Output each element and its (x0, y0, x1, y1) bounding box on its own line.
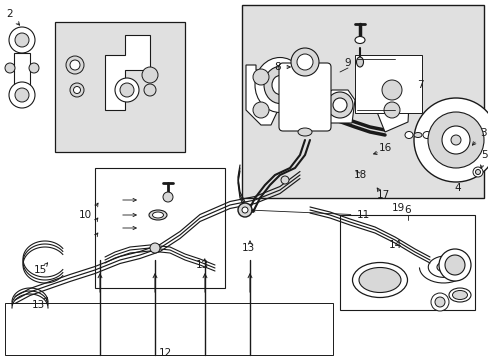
Text: 13: 13 (31, 300, 44, 310)
Bar (339, 215, 474, 310)
Ellipse shape (290, 86, 318, 118)
Ellipse shape (451, 291, 467, 300)
Text: 3: 3 (471, 128, 486, 145)
Circle shape (413, 98, 488, 182)
Circle shape (242, 207, 247, 213)
Polygon shape (14, 53, 30, 85)
Bar (55, 22, 184, 152)
Ellipse shape (356, 57, 363, 67)
Ellipse shape (271, 76, 287, 94)
Text: 10: 10 (78, 210, 91, 220)
Text: 7: 7 (416, 80, 423, 90)
Ellipse shape (301, 98, 308, 107)
Text: 13: 13 (195, 260, 208, 270)
Bar (95, 168, 224, 288)
Ellipse shape (422, 131, 430, 139)
Circle shape (120, 83, 134, 97)
Text: 8: 8 (274, 62, 290, 72)
Circle shape (450, 135, 460, 145)
Ellipse shape (149, 210, 167, 220)
Text: 16: 16 (378, 143, 391, 153)
Circle shape (332, 98, 346, 112)
Circle shape (281, 176, 288, 184)
Circle shape (472, 167, 482, 177)
Ellipse shape (441, 131, 451, 139)
Ellipse shape (431, 132, 441, 138)
FancyBboxPatch shape (279, 63, 330, 131)
Circle shape (115, 78, 139, 102)
Polygon shape (105, 35, 150, 110)
Text: 12: 12 (158, 348, 171, 358)
Ellipse shape (413, 132, 421, 138)
Circle shape (444, 255, 464, 275)
Circle shape (252, 69, 268, 85)
Text: 2: 2 (7, 9, 20, 25)
Text: 14: 14 (387, 240, 401, 250)
Text: 13: 13 (241, 243, 254, 253)
Circle shape (70, 83, 84, 97)
Ellipse shape (264, 67, 295, 104)
Text: 15: 15 (33, 265, 46, 275)
Ellipse shape (354, 36, 364, 44)
Circle shape (5, 63, 15, 73)
Circle shape (163, 192, 173, 202)
Text: 9: 9 (344, 58, 350, 68)
Ellipse shape (404, 131, 412, 139)
Ellipse shape (297, 128, 311, 136)
Circle shape (29, 63, 39, 73)
Text: 5: 5 (479, 150, 488, 168)
Bar (354, 55, 421, 113)
Ellipse shape (352, 262, 407, 297)
Text: 18: 18 (353, 170, 366, 180)
Circle shape (427, 112, 483, 168)
Polygon shape (374, 67, 409, 132)
Circle shape (66, 56, 84, 74)
Text: 17: 17 (376, 190, 389, 200)
Circle shape (381, 80, 401, 100)
Ellipse shape (295, 91, 313, 112)
Circle shape (73, 86, 81, 94)
Ellipse shape (451, 132, 459, 138)
Circle shape (9, 82, 35, 108)
Circle shape (430, 293, 448, 311)
Circle shape (290, 48, 318, 76)
Circle shape (70, 60, 80, 70)
Circle shape (15, 88, 29, 102)
Circle shape (142, 67, 158, 83)
Ellipse shape (448, 288, 470, 302)
Circle shape (252, 102, 268, 118)
Ellipse shape (358, 267, 400, 292)
Text: 6: 6 (404, 205, 410, 215)
Circle shape (434, 297, 444, 307)
Circle shape (438, 249, 470, 281)
Polygon shape (325, 90, 354, 123)
Circle shape (474, 170, 480, 175)
Circle shape (441, 126, 469, 154)
Text: 4: 4 (454, 183, 460, 193)
Ellipse shape (254, 58, 305, 112)
Bar (242, 5, 483, 198)
Circle shape (9, 27, 35, 53)
Circle shape (238, 203, 251, 217)
Bar (5, 303, 332, 355)
Text: 19: 19 (390, 203, 404, 213)
Circle shape (143, 84, 156, 96)
Circle shape (150, 243, 160, 253)
Circle shape (15, 33, 29, 47)
Polygon shape (245, 65, 278, 125)
Ellipse shape (152, 212, 163, 218)
Circle shape (383, 102, 399, 118)
Circle shape (326, 92, 352, 118)
Circle shape (296, 54, 312, 70)
Text: 11: 11 (251, 209, 369, 220)
